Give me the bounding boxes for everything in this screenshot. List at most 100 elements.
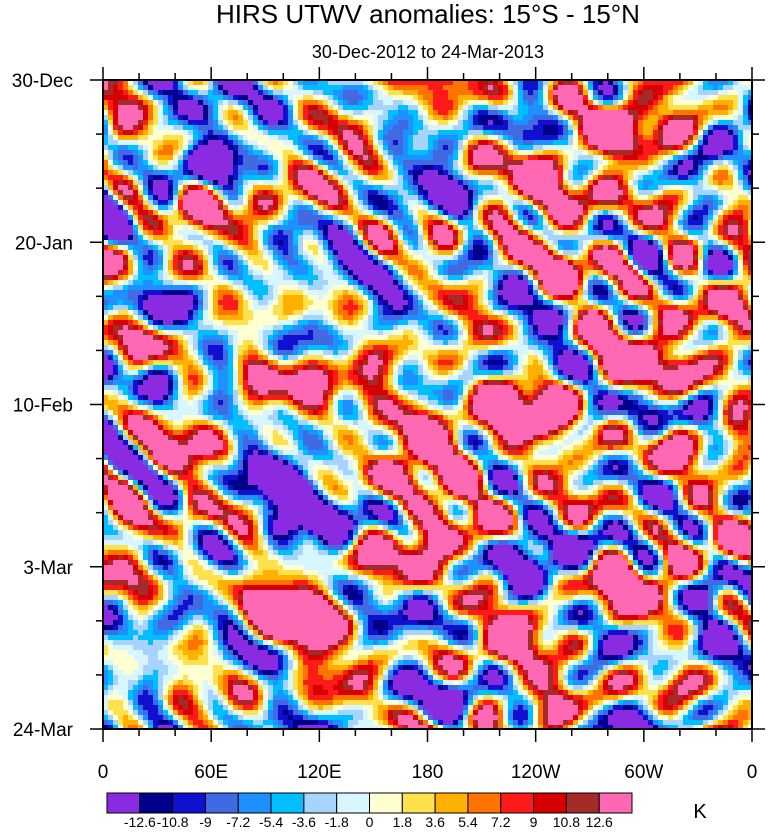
heatmap-cell <box>333 320 339 326</box>
heatmap-cell <box>233 355 239 361</box>
heatmap-cell <box>428 375 434 381</box>
heatmap-cell <box>138 380 144 386</box>
heatmap-cell <box>678 365 714 371</box>
heatmap-cell <box>588 365 594 371</box>
heatmap-cell <box>213 375 219 381</box>
heatmap-cell <box>148 230 154 236</box>
heatmap-cell <box>413 300 419 306</box>
heatmap-cell <box>238 350 244 356</box>
heatmap-cell <box>173 365 179 371</box>
heatmap-cell <box>443 210 449 216</box>
heatmap-cell <box>683 345 699 351</box>
heatmap-cell <box>118 345 124 351</box>
heatmap-cell <box>333 185 339 191</box>
heatmap-cell <box>593 225 599 231</box>
heatmap-cell <box>288 200 294 206</box>
heatmap-cell <box>208 95 224 101</box>
heatmap-cell <box>393 275 399 281</box>
heatmap-cell <box>463 330 469 336</box>
heatmap-cell <box>413 225 419 231</box>
heatmap-cell <box>298 285 309 291</box>
heatmap-cell <box>318 150 324 156</box>
heatmap-cell <box>603 95 614 101</box>
heatmap-cell <box>168 105 174 111</box>
heatmap-cell <box>473 350 479 356</box>
heatmap-cell <box>388 205 399 211</box>
heatmap-cell <box>388 235 394 241</box>
heatmap-cell <box>173 110 179 116</box>
heatmap-cell <box>518 360 524 366</box>
heatmap-cell <box>203 80 209 86</box>
heatmap-cell <box>733 375 749 381</box>
heatmap-cell <box>513 365 519 371</box>
heatmap-cell <box>738 240 744 246</box>
heatmap-cell <box>103 225 134 231</box>
heatmap-cell <box>273 300 279 306</box>
heatmap-cell <box>113 245 119 251</box>
heatmap-cell <box>258 80 264 86</box>
heatmap-cell <box>618 195 624 201</box>
heatmap-cell <box>453 105 459 111</box>
heatmap-cell <box>333 140 339 146</box>
heatmap-cell <box>548 355 554 361</box>
heatmap-cell <box>738 175 744 181</box>
heatmap-cell <box>448 120 459 126</box>
heatmap-cell <box>368 305 374 311</box>
heatmap-cell <box>458 260 484 266</box>
heatmap-cell <box>383 170 389 176</box>
heatmap-cell <box>518 205 529 211</box>
heatmap-cell <box>618 105 624 111</box>
heatmap-cell <box>468 360 474 366</box>
heatmap-cell <box>673 275 679 281</box>
heatmap-cell <box>238 135 244 141</box>
heatmap-cell <box>113 115 119 121</box>
heatmap-cell <box>173 380 179 386</box>
heatmap-cell <box>383 365 389 371</box>
heatmap-cell <box>218 370 229 376</box>
heatmap-cell <box>388 300 409 306</box>
heatmap-cell <box>298 155 304 161</box>
heatmap-cell <box>743 370 753 376</box>
heatmap-cell <box>123 285 129 291</box>
heatmap-cell <box>703 175 709 181</box>
heatmap-cell <box>463 210 469 216</box>
heatmap-cell <box>603 170 624 176</box>
heatmap-cell <box>273 210 279 216</box>
heatmap-cell <box>413 255 424 261</box>
heatmap-cell <box>153 170 169 176</box>
heatmap-cell <box>568 195 574 201</box>
heatmap-cell <box>103 180 109 186</box>
heatmap-cell <box>573 110 579 116</box>
heatmap-cell <box>133 155 139 161</box>
heatmap-cell <box>393 235 399 241</box>
heatmap-cell <box>363 190 369 196</box>
heatmap-cell <box>138 165 149 171</box>
heatmap-cell <box>198 125 214 131</box>
heatmap-cell <box>163 275 169 281</box>
heatmap-cell <box>648 305 654 311</box>
heatmap-cell <box>578 290 584 296</box>
heatmap-cell <box>468 245 474 251</box>
heatmap-cell <box>103 220 129 226</box>
heatmap-cell <box>208 235 214 241</box>
heatmap-cell <box>663 250 669 256</box>
heatmap-cell <box>128 325 134 331</box>
heatmap-cell <box>188 235 204 241</box>
heatmap-cell <box>573 295 579 301</box>
heatmap-cell <box>718 240 724 246</box>
heatmap-cell <box>428 290 434 296</box>
heatmap-cell <box>588 210 594 216</box>
heatmap-cell <box>638 135 644 141</box>
heatmap-cell <box>358 185 374 191</box>
heatmap-cell <box>178 350 184 356</box>
heatmap-cell <box>578 155 594 161</box>
heatmap-cell <box>693 355 699 361</box>
heatmap-cell <box>473 295 479 301</box>
heatmap-cell <box>743 145 749 151</box>
heatmap-cell <box>578 285 584 291</box>
heatmap-cell <box>268 135 279 141</box>
heatmap-cell <box>223 365 229 371</box>
heatmap-cell <box>653 325 659 331</box>
heatmap-cell <box>743 295 749 301</box>
heatmap-cell <box>233 135 239 141</box>
